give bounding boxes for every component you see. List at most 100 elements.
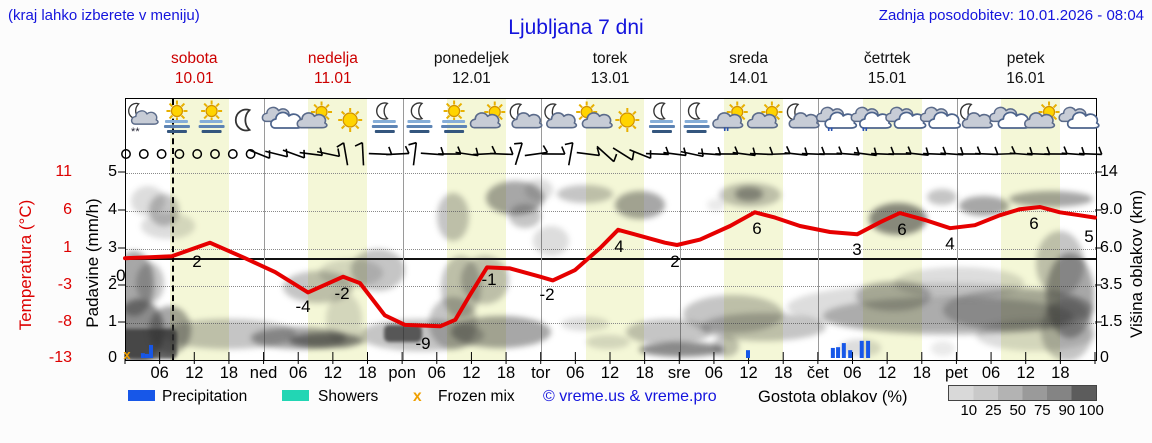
frozen-mix-legend-label: Frozen mix bbox=[438, 388, 515, 405]
precip-tick-label: 5 bbox=[108, 163, 117, 180]
time-hour-label: 18 bbox=[496, 364, 516, 382]
time-hour-label: 12 bbox=[462, 364, 481, 382]
cloud-density-blob bbox=[136, 263, 164, 303]
temperature-tick-label: -8 bbox=[57, 313, 72, 330]
time-hour-label: 12 bbox=[739, 364, 758, 382]
cloud-density-blob bbox=[839, 339, 881, 357]
time-hour-label: 06 bbox=[150, 364, 169, 382]
day-header-name: torek bbox=[592, 50, 628, 67]
day-header-date: 14.01 bbox=[729, 70, 768, 87]
time-hour-label: 18 bbox=[774, 364, 793, 382]
cloud-density-blob bbox=[437, 193, 469, 241]
cloud-density-legend-label: Gostota oblakov (%) bbox=[758, 388, 908, 406]
precip-tick-label: 2 bbox=[108, 276, 117, 293]
page-title: Ljubljana 7 dni bbox=[508, 16, 644, 39]
day-header-date: 11.01 bbox=[314, 70, 352, 87]
precipitation-legend-label: Precipitation bbox=[162, 388, 248, 405]
day-header-name: četrtek bbox=[863, 50, 911, 67]
precip-tick-label: 1 bbox=[108, 313, 117, 330]
cloud-density-blob bbox=[959, 196, 1009, 216]
cloud-height-tick-label: 14 bbox=[1100, 163, 1118, 180]
day-header-date: 15.01 bbox=[867, 70, 907, 87]
cloud-density-blob bbox=[735, 187, 763, 201]
cloud-density-blob bbox=[586, 335, 630, 349]
day-header-date: 10.01 bbox=[174, 70, 214, 87]
time-hour-label: 12 bbox=[185, 364, 204, 382]
cloud-density-step-label: 25 bbox=[984, 402, 1002, 419]
gridline-horizontal bbox=[126, 249, 1096, 250]
time-day-label: pet bbox=[944, 364, 968, 382]
cloud-density-gradient-bar bbox=[948, 385, 1097, 401]
cloud-density-blob bbox=[561, 317, 609, 331]
time-hour-label: 06 bbox=[843, 364, 862, 382]
cloud-density-blob bbox=[976, 319, 1094, 351]
time-hour-label: 12 bbox=[600, 364, 620, 382]
zero-degree-line bbox=[126, 258, 1096, 260]
day-header-name: sobota bbox=[171, 50, 218, 67]
cloud-density-step-label: 90 bbox=[1058, 402, 1076, 419]
time-hour-label: 18 bbox=[358, 364, 377, 382]
time-hour-label: 06 bbox=[566, 364, 585, 382]
temperature-tick-label: -13 bbox=[48, 349, 72, 366]
time-day-label: pon bbox=[388, 364, 416, 382]
gridline-horizontal bbox=[126, 173, 1096, 174]
cloud-density-blob bbox=[451, 316, 551, 348]
time-hour-label: 18 bbox=[1051, 364, 1070, 382]
showers-swatch bbox=[282, 390, 309, 401]
time-hour-label: 12 bbox=[1016, 364, 1035, 382]
cloud-density-blob bbox=[615, 191, 665, 219]
time-hour-label: 06 bbox=[289, 364, 308, 382]
cloud-density-blob bbox=[326, 293, 362, 347]
time-day-label: čet bbox=[806, 364, 829, 382]
day-header-name: petek bbox=[1006, 50, 1045, 67]
time-day-label: sre bbox=[667, 364, 691, 382]
cloud-density-blob bbox=[713, 335, 739, 357]
cloud-density-blob bbox=[557, 185, 613, 203]
time-hour-label: 18 bbox=[219, 364, 239, 382]
temperature-tick-label: -3 bbox=[57, 276, 72, 293]
time-hour-label: 18 bbox=[635, 364, 654, 382]
time-hour-label: 06 bbox=[427, 364, 446, 382]
precip-tick-label: 3 bbox=[108, 239, 117, 256]
time-day-label: ned bbox=[249, 364, 278, 382]
frozen-mix-icon: x bbox=[413, 388, 422, 405]
cloud-density-blob bbox=[869, 203, 927, 235]
day-header-name: nedelja bbox=[307, 50, 358, 67]
cloud-height-tick-label: 6.0 bbox=[1100, 239, 1123, 256]
menu-hint-text: (kraj lahko izberete v meniju) bbox=[8, 7, 200, 24]
precipitation-swatch bbox=[128, 390, 155, 401]
cloud-height-tick-label: 1.5 bbox=[1100, 313, 1123, 330]
cloud-density-step-label: 100 bbox=[1078, 402, 1104, 419]
cloud-density-blob bbox=[1009, 191, 1093, 207]
showers-legend-label: Showers bbox=[318, 388, 379, 405]
day-header-date: 12.01 bbox=[452, 70, 491, 87]
plot-area bbox=[125, 98, 1097, 361]
time-hour-label: 12 bbox=[877, 364, 897, 382]
cloud-height-tick-label: 9.0 bbox=[1100, 201, 1123, 218]
cloud-density-blob bbox=[509, 204, 541, 228]
cloud-density-blob bbox=[351, 249, 405, 291]
day-header-name: sreda bbox=[729, 50, 768, 67]
cloud-density-step-label: 10 bbox=[960, 402, 978, 419]
last-update-text: Zadnja posodobitev: 10.01.2026 - 08:04 bbox=[878, 7, 1144, 24]
cloud-height-tick-label: 0 bbox=[1100, 349, 1109, 366]
gridline-horizontal bbox=[126, 211, 1096, 212]
cloud-density-blob bbox=[927, 189, 957, 205]
time-day-label: tor bbox=[531, 364, 551, 382]
temperature-tick-label: 11 bbox=[55, 163, 72, 180]
day-header-date: 16.01 bbox=[1006, 70, 1046, 87]
temperature-tick-label: 1 bbox=[63, 239, 72, 256]
cloud-density-blob bbox=[461, 256, 509, 304]
cloud-density-blob bbox=[289, 333, 364, 348]
time-hour-label: 06 bbox=[981, 364, 1001, 382]
cloud-density-blob bbox=[719, 183, 781, 207]
cloud-density-step-label: 75 bbox=[1033, 402, 1051, 419]
day-header-date: 13.01 bbox=[590, 70, 630, 87]
day-header-name: ponedeljek bbox=[433, 50, 509, 67]
cloud-density-blob bbox=[384, 325, 422, 342]
copyright-link[interactable]: © vreme.us & vreme.pro bbox=[543, 388, 717, 405]
cloud-density-step-label: 50 bbox=[1009, 402, 1027, 419]
cloud-density-blob bbox=[525, 179, 553, 201]
temperature-tick-label: 6 bbox=[63, 201, 72, 218]
time-hour-label: 12 bbox=[323, 364, 343, 382]
